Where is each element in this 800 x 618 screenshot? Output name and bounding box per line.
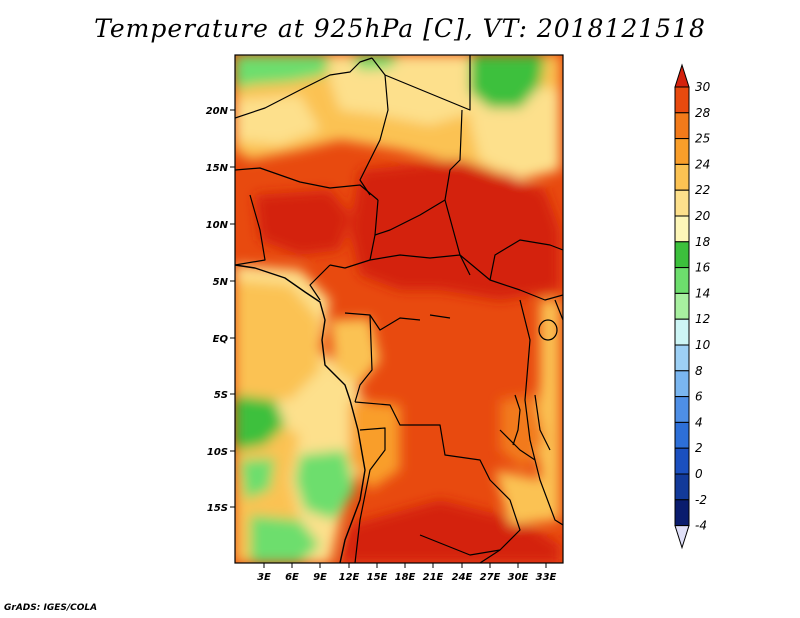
map-frame [234, 54, 564, 564]
lon-label: 30E [508, 572, 529, 583]
colorbar-swatch [674, 241, 690, 269]
colorbar-label: 0 [695, 467, 703, 481]
colorbar-label: 6 [695, 390, 703, 404]
colorbar-swatch [674, 447, 690, 475]
latitude-axis [230, 109, 235, 508]
lon-label: 6E [285, 572, 299, 583]
lon-label: 24E [452, 572, 473, 583]
colorbar-label: 18 [695, 235, 711, 249]
lon-label: 21E [423, 572, 444, 583]
lat-label: 5N [213, 277, 229, 288]
colorbar-label: 25 [695, 132, 710, 146]
credit-label: GrADS: IGES/COLA [4, 603, 98, 613]
colorbar-label: 24 [695, 157, 710, 171]
lon-label: 33E [536, 572, 557, 583]
lon-label: 3E [257, 572, 271, 583]
lat-label: 5S [214, 390, 228, 401]
colorbar-swatch [674, 473, 690, 501]
colorbar-label: -2 [695, 493, 707, 507]
colorbar-label: 30 [695, 80, 711, 94]
lon-label: 18E [395, 572, 416, 583]
colorbar-label: 8 [695, 364, 703, 378]
colorbar-swatch [674, 318, 690, 346]
lat-label: 15N [206, 163, 229, 174]
colorbar-swatch [674, 215, 690, 243]
colorbar-label: 16 [695, 261, 711, 275]
lon-label: 15E [367, 572, 388, 583]
colorbar-swatch [674, 344, 690, 372]
lat-label: 10S [207, 447, 228, 458]
lat-label: 15S [207, 503, 228, 514]
colorbar-swatch [674, 189, 690, 217]
colorbar-label: 10 [695, 338, 711, 352]
colorbar-swatch [674, 396, 690, 423]
colorbar-swatch [674, 138, 690, 165]
colorbar-label: 12 [695, 312, 710, 326]
colorbar-label: 22 [695, 183, 710, 197]
lat-label: 10N [206, 220, 229, 231]
colorbar-swatch [674, 421, 690, 449]
colorbar-label: 28 [695, 106, 711, 120]
lon-label: 9E [313, 572, 327, 583]
colorbar-label: 2 [695, 441, 703, 455]
lon-label: 27E [480, 572, 501, 583]
colorbar-label: -4 [695, 519, 707, 533]
colorbar-label: 20 [695, 209, 711, 223]
colorbar-swatch [674, 112, 690, 140]
country-borders [235, 55, 563, 563]
colorbar-swatch [674, 370, 690, 398]
coastline [235, 264, 366, 563]
lat-label: EQ [213, 334, 229, 345]
map-title: Temperature at 925hPa [C], VT: 201812151… [94, 14, 706, 43]
colorbar-swatch [674, 163, 690, 191]
colorbar-label: 14 [695, 286, 710, 300]
lat-label: 20N [206, 106, 229, 117]
colorbar-top-arrow [674, 63, 690, 88]
colorbar-swatch [674, 86, 690, 114]
temperature-field [235, 55, 563, 563]
colorbar-swatch [674, 292, 690, 320]
longitude-axis [263, 563, 547, 568]
lon-label: 12E [339, 572, 360, 583]
colorbar-swatch [674, 499, 690, 527]
lakes [429, 314, 558, 451]
colorbar-swatch [674, 267, 690, 294]
colorbar-bottom-arrow [674, 525, 690, 550]
colorbar-label: 4 [695, 415, 703, 429]
